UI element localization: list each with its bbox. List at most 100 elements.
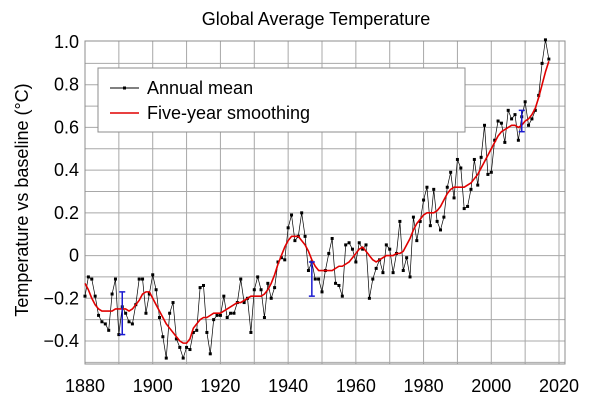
annual-mean-point [384, 243, 388, 247]
annual-mean-point [218, 313, 222, 317]
annual-mean-point [157, 316, 161, 320]
annual-mean-point [181, 356, 185, 360]
annual-mean-point [188, 348, 192, 352]
annual-mean-point [428, 224, 432, 228]
annual-mean-point [472, 157, 476, 161]
annual-mean-point [350, 247, 354, 251]
annual-mean-point [313, 277, 317, 281]
annual-mean-point [86, 275, 90, 279]
annual-mean-point [374, 266, 378, 270]
error-bars [119, 109, 525, 336]
annual-mean-point [357, 241, 361, 245]
annual-mean-point [252, 288, 256, 292]
annual-mean-point [147, 292, 151, 296]
annual-mean-point [523, 100, 527, 104]
annual-mean-point [249, 330, 253, 334]
annual-mean-point [445, 185, 449, 189]
annual-mean-point [185, 345, 189, 349]
legend: Annual mean Five-year smoothing [97, 67, 466, 133]
annual-mean-point [124, 311, 128, 315]
annual-mean-line [84, 39, 550, 360]
annual-mean-point [212, 318, 216, 322]
annual-mean-point [388, 247, 392, 251]
annual-mean-point [232, 311, 236, 315]
annual-mean-point [401, 269, 405, 273]
annual-mean-point [144, 311, 148, 315]
annual-mean-point [215, 313, 219, 317]
annual-mean-point [547, 57, 551, 61]
annual-mean-point [83, 294, 87, 298]
annual-mean-point [202, 283, 205, 287]
y-tick-label: −0.2 [43, 288, 79, 308]
annual-mean-point [499, 121, 503, 125]
y-tick-label: 0 [69, 246, 79, 266]
annual-mean-point [371, 277, 375, 281]
x-tick-label: 1940 [268, 376, 308, 396]
annual-mean-point [422, 198, 426, 202]
annual-mean-point [303, 234, 307, 238]
x-tick-label: 2020 [539, 376, 579, 396]
annual-mean-point [273, 286, 277, 290]
annual-mean-point [256, 275, 260, 279]
y-axis-label: Temperature vs baseline (°C) [12, 83, 32, 316]
x-tick-label: 1880 [65, 376, 105, 396]
annual-mean-point [286, 226, 290, 230]
y-tick-label: 0.4 [54, 160, 79, 180]
annual-mean-point [93, 294, 97, 298]
annual-mean-point [527, 123, 531, 127]
annual-mean-point [503, 140, 507, 144]
annual-mean-point [347, 241, 351, 245]
annual-mean-point [408, 275, 412, 279]
annual-mean-point [178, 345, 182, 349]
plot-frame [84, 40, 566, 365]
legend-annual-marker [123, 86, 126, 90]
annual-mean-point [300, 211, 304, 215]
y-tick-label: −0.4 [43, 331, 79, 351]
annual-mean-point [469, 187, 473, 191]
annual-mean-point [195, 328, 199, 332]
annual-mean-point [334, 281, 338, 285]
legend-box [97, 67, 466, 133]
annual-mean-point [290, 213, 294, 217]
five-year-smoothing-series [84, 60, 550, 344]
annual-mean-point [130, 322, 134, 326]
annual-mean-point [405, 256, 409, 260]
annual-mean-point [462, 207, 466, 211]
annual-mean-point [479, 155, 483, 159]
annual-mean-point [516, 138, 520, 142]
y-tick-label: 0.8 [54, 75, 79, 95]
annual-mean-point [540, 61, 544, 65]
annual-mean-point [317, 277, 321, 281]
annual-mean-point [340, 294, 344, 298]
annual-mean-point [411, 215, 415, 219]
annual-mean-point [455, 157, 459, 161]
annual-mean-point [432, 187, 436, 191]
annual-mean-point [425, 185, 429, 189]
annual-mean-point [327, 251, 331, 255]
x-tick-label: 1980 [404, 376, 444, 396]
annual-mean-point [229, 311, 233, 315]
annual-mean-point [344, 243, 348, 247]
annual-mean-point [466, 204, 470, 208]
annual-mean-point [320, 290, 324, 294]
annual-mean-point [117, 333, 121, 337]
annual-mean-point [306, 269, 310, 273]
annual-mean-point [415, 239, 419, 243]
x-tick-label: 1960 [336, 376, 376, 396]
annual-mean-point [506, 108, 510, 112]
y-tick-label: 0.6 [54, 117, 79, 137]
annual-mean-point [191, 330, 195, 334]
annual-mean-point [283, 258, 287, 262]
annual-mean-point [225, 316, 229, 320]
annual-mean-point [269, 296, 273, 300]
annual-mean-point [486, 172, 490, 176]
annual-mean-point [164, 356, 168, 360]
annual-mean-point [90, 277, 94, 281]
annual-mean-point [510, 117, 514, 121]
annual-mean-point [262, 316, 266, 320]
annual-mean-point [151, 273, 155, 277]
annual-mean-point [354, 260, 358, 264]
annual-mean-point [242, 301, 246, 305]
annual-mean-point [103, 322, 107, 326]
